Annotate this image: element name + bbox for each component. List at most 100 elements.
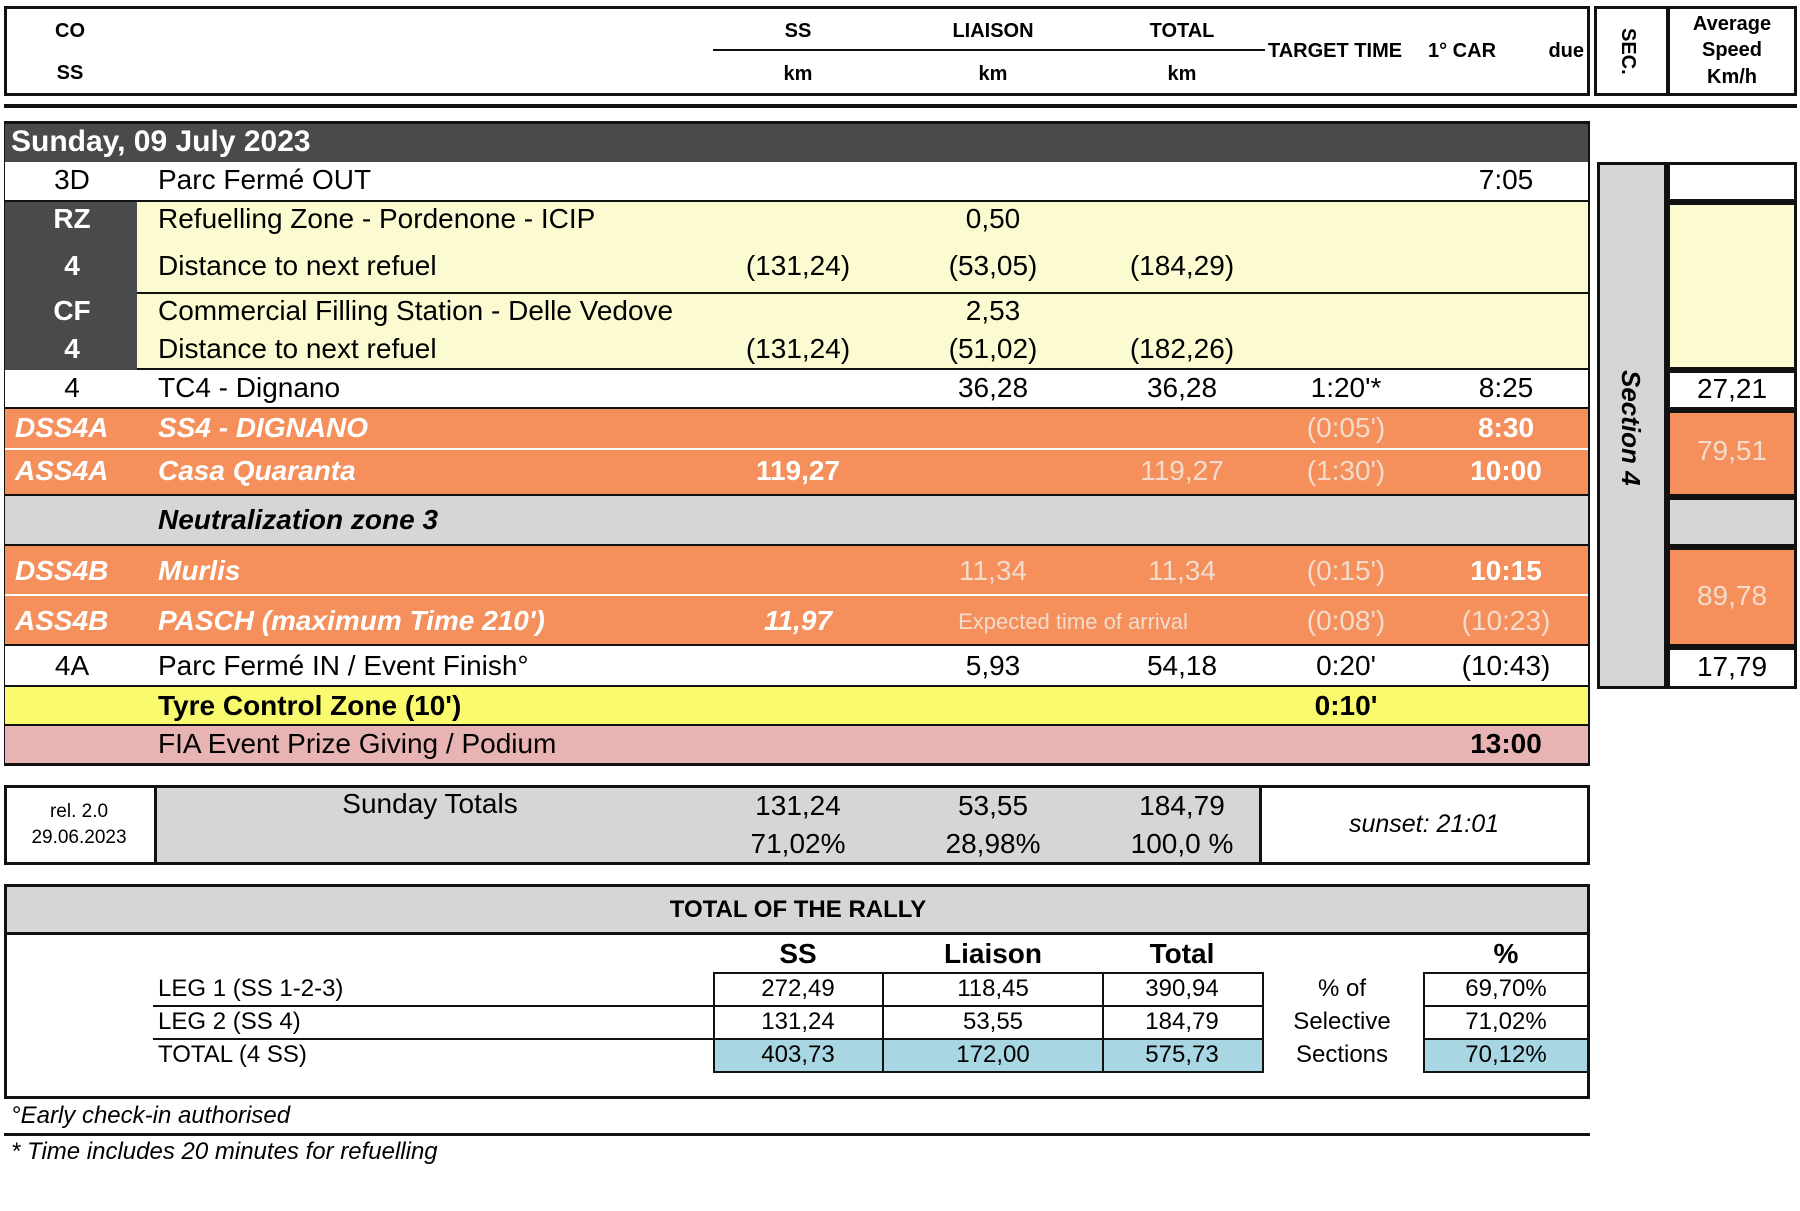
row-ass4b	[5, 596, 1588, 646]
leg1-pct: 69,70%	[1465, 975, 1547, 1002]
leg2-ss: 131,24	[761, 1008, 835, 1035]
pf-in-total: 54,18	[1146, 650, 1218, 681]
totals-rel: rel. 2.0	[49, 801, 109, 822]
tyre-target: 0:10'	[1314, 690, 1378, 721]
speed-cell-refuel	[1667, 202, 1797, 370]
speed-cell-ss4b	[1667, 547, 1797, 647]
header-col-total: TOTAL	[1149, 20, 1215, 42]
cf-liaison-2: (51,02)	[948, 333, 1038, 364]
cf-label-1: Commercial Filling Station - Delle Vedov…	[158, 295, 674, 326]
cf-total-2: (182,26)	[1129, 333, 1235, 364]
row-refuelling-zone	[5, 202, 1588, 294]
pf-out-code: 3D	[54, 164, 90, 195]
speed-cell-neutral	[1667, 497, 1797, 547]
rz-code-1: RZ	[53, 203, 91, 234]
dss4a-due: 8:30	[1477, 412, 1535, 443]
dss4b-due: 10:15	[1470, 555, 1542, 586]
tc4-liaison: 36,28	[957, 372, 1029, 403]
tc4-speed: 27,21	[1696, 373, 1768, 404]
header-unit-liaison: km	[978, 63, 1008, 85]
dss4b-target: (0:15')	[1306, 555, 1386, 586]
rz-total-2: (184,29)	[1129, 250, 1235, 281]
header-unit-total: km	[1167, 63, 1197, 85]
header-avg-speed-3: Km/h	[1707, 66, 1757, 88]
ass4a-target: (1:30')	[1306, 455, 1386, 486]
ass4b-ss: 11,97	[764, 605, 832, 636]
leg1-total: 390,94	[1145, 975, 1219, 1002]
rally-head-pct: %	[1493, 938, 1519, 969]
row-parc-ferme-out	[5, 162, 1588, 202]
header-main-box	[4, 6, 1590, 96]
header-first-car: 1° CAR	[1428, 40, 1497, 62]
rz-label-1: Refuelling Zone - Pordenone - ICIP	[158, 203, 596, 234]
totals-liaison: 53,55	[957, 790, 1029, 821]
day-title-bar	[5, 124, 1588, 162]
rally-head-total: Total	[1149, 938, 1215, 969]
ass4a-speed: 79,51	[1696, 435, 1768, 466]
pf-out-due: 7:05	[1478, 164, 1534, 195]
section-label: Section 4	[1616, 370, 1646, 486]
section-band	[1597, 162, 1667, 689]
ass4a-due: 10:00	[1470, 455, 1542, 486]
totals-ss: 131,24	[755, 790, 841, 821]
notes-rule	[4, 1133, 1590, 1136]
selective-3: Sections	[1295, 1041, 1389, 1068]
pf-in-liaison: 5,93	[965, 650, 1021, 681]
rally-grid-h1	[153, 1005, 1264, 1007]
rally-title-bar	[7, 887, 1587, 935]
rally-total-label: TOTAL (4 SS)	[158, 1041, 307, 1068]
rz-label-2: Distance to next refuel	[158, 250, 437, 281]
row-dss4a	[5, 409, 1588, 450]
dss4a-target: (0:05')	[1306, 412, 1386, 443]
cf-ss-2: (131,24)	[745, 333, 851, 364]
row-tyre-control	[5, 687, 1588, 726]
ass4a-total: 119,27	[1140, 455, 1224, 486]
ass4b-expected: Expected time of arrival	[958, 609, 1188, 634]
leg2-pct: 71,02%	[1465, 1008, 1547, 1035]
totals-label: Sunday Totals	[342, 788, 518, 819]
pf-in-target: 0:20'	[1316, 650, 1376, 681]
ass4a-label: Casa Quaranta	[158, 455, 356, 486]
rally-head-ss: SS	[779, 938, 817, 969]
header-avg-speed-1: Average	[1692, 13, 1772, 35]
ass4b-speed: 89,78	[1696, 580, 1768, 611]
day-title: Sunday, 09 July 2023	[11, 125, 311, 158]
cf-label-2: Distance to next refuel	[158, 333, 437, 364]
note-early-checkin: °Early check-in authorised	[11, 1102, 291, 1129]
rz-code-2: 4	[64, 250, 80, 281]
rally-total-pct: 70,12%	[1465, 1041, 1547, 1068]
rally-total-total-fill	[1104, 1040, 1262, 1071]
dss4a-code: DSS4A	[15, 412, 109, 443]
cf-code-cell	[5, 294, 137, 370]
totals-grey-band	[154, 788, 1262, 862]
pf-in-speed: 17,79	[1696, 651, 1768, 682]
tc4-target: 1:20'*	[1310, 372, 1382, 403]
neutral-label: Neutralization zone 3	[158, 504, 439, 535]
leg2-total: 184,79	[1145, 1008, 1219, 1035]
totals-ss-pct: 71,02%	[750, 828, 846, 859]
rally-total-ss-fill	[715, 1040, 882, 1071]
ass4b-code: ASS4B	[15, 605, 109, 636]
tc4-code: 4	[64, 372, 80, 403]
pf-in-label: Parc Fermé IN / Event Finish°	[158, 650, 529, 681]
podium-due: 13:00	[1470, 728, 1542, 759]
tc4-label: TC4 - Dignano	[158, 372, 341, 403]
row-commercial-filling	[5, 294, 1588, 370]
cf-code-1: CF	[53, 295, 91, 326]
row-tc4	[5, 370, 1588, 409]
header-speed-box	[1667, 6, 1797, 96]
cf-liaison-1: 2,53	[965, 295, 1021, 326]
totals-total-pct: 100,0 %	[1130, 828, 1234, 859]
totals-sunset: sunset: 21:01	[1348, 810, 1500, 838]
row-neutralization	[5, 496, 1588, 546]
ass4a-ss: 119,27	[755, 455, 841, 486]
rally-total-liaison-fill	[884, 1040, 1102, 1071]
rz-code-cell	[5, 202, 137, 294]
header-ss: SS	[56, 62, 84, 84]
rally-head-liaison: Liaison	[943, 938, 1043, 969]
rally-total-pct-fill	[1425, 1040, 1587, 1071]
tc4-due: 8:25	[1478, 372, 1534, 403]
rally-grid-h2	[153, 1038, 1264, 1040]
rz-liaison-2: (53,05)	[948, 250, 1038, 281]
note-refuel: * Time includes 20 minutes for refuellin…	[11, 1138, 438, 1165]
